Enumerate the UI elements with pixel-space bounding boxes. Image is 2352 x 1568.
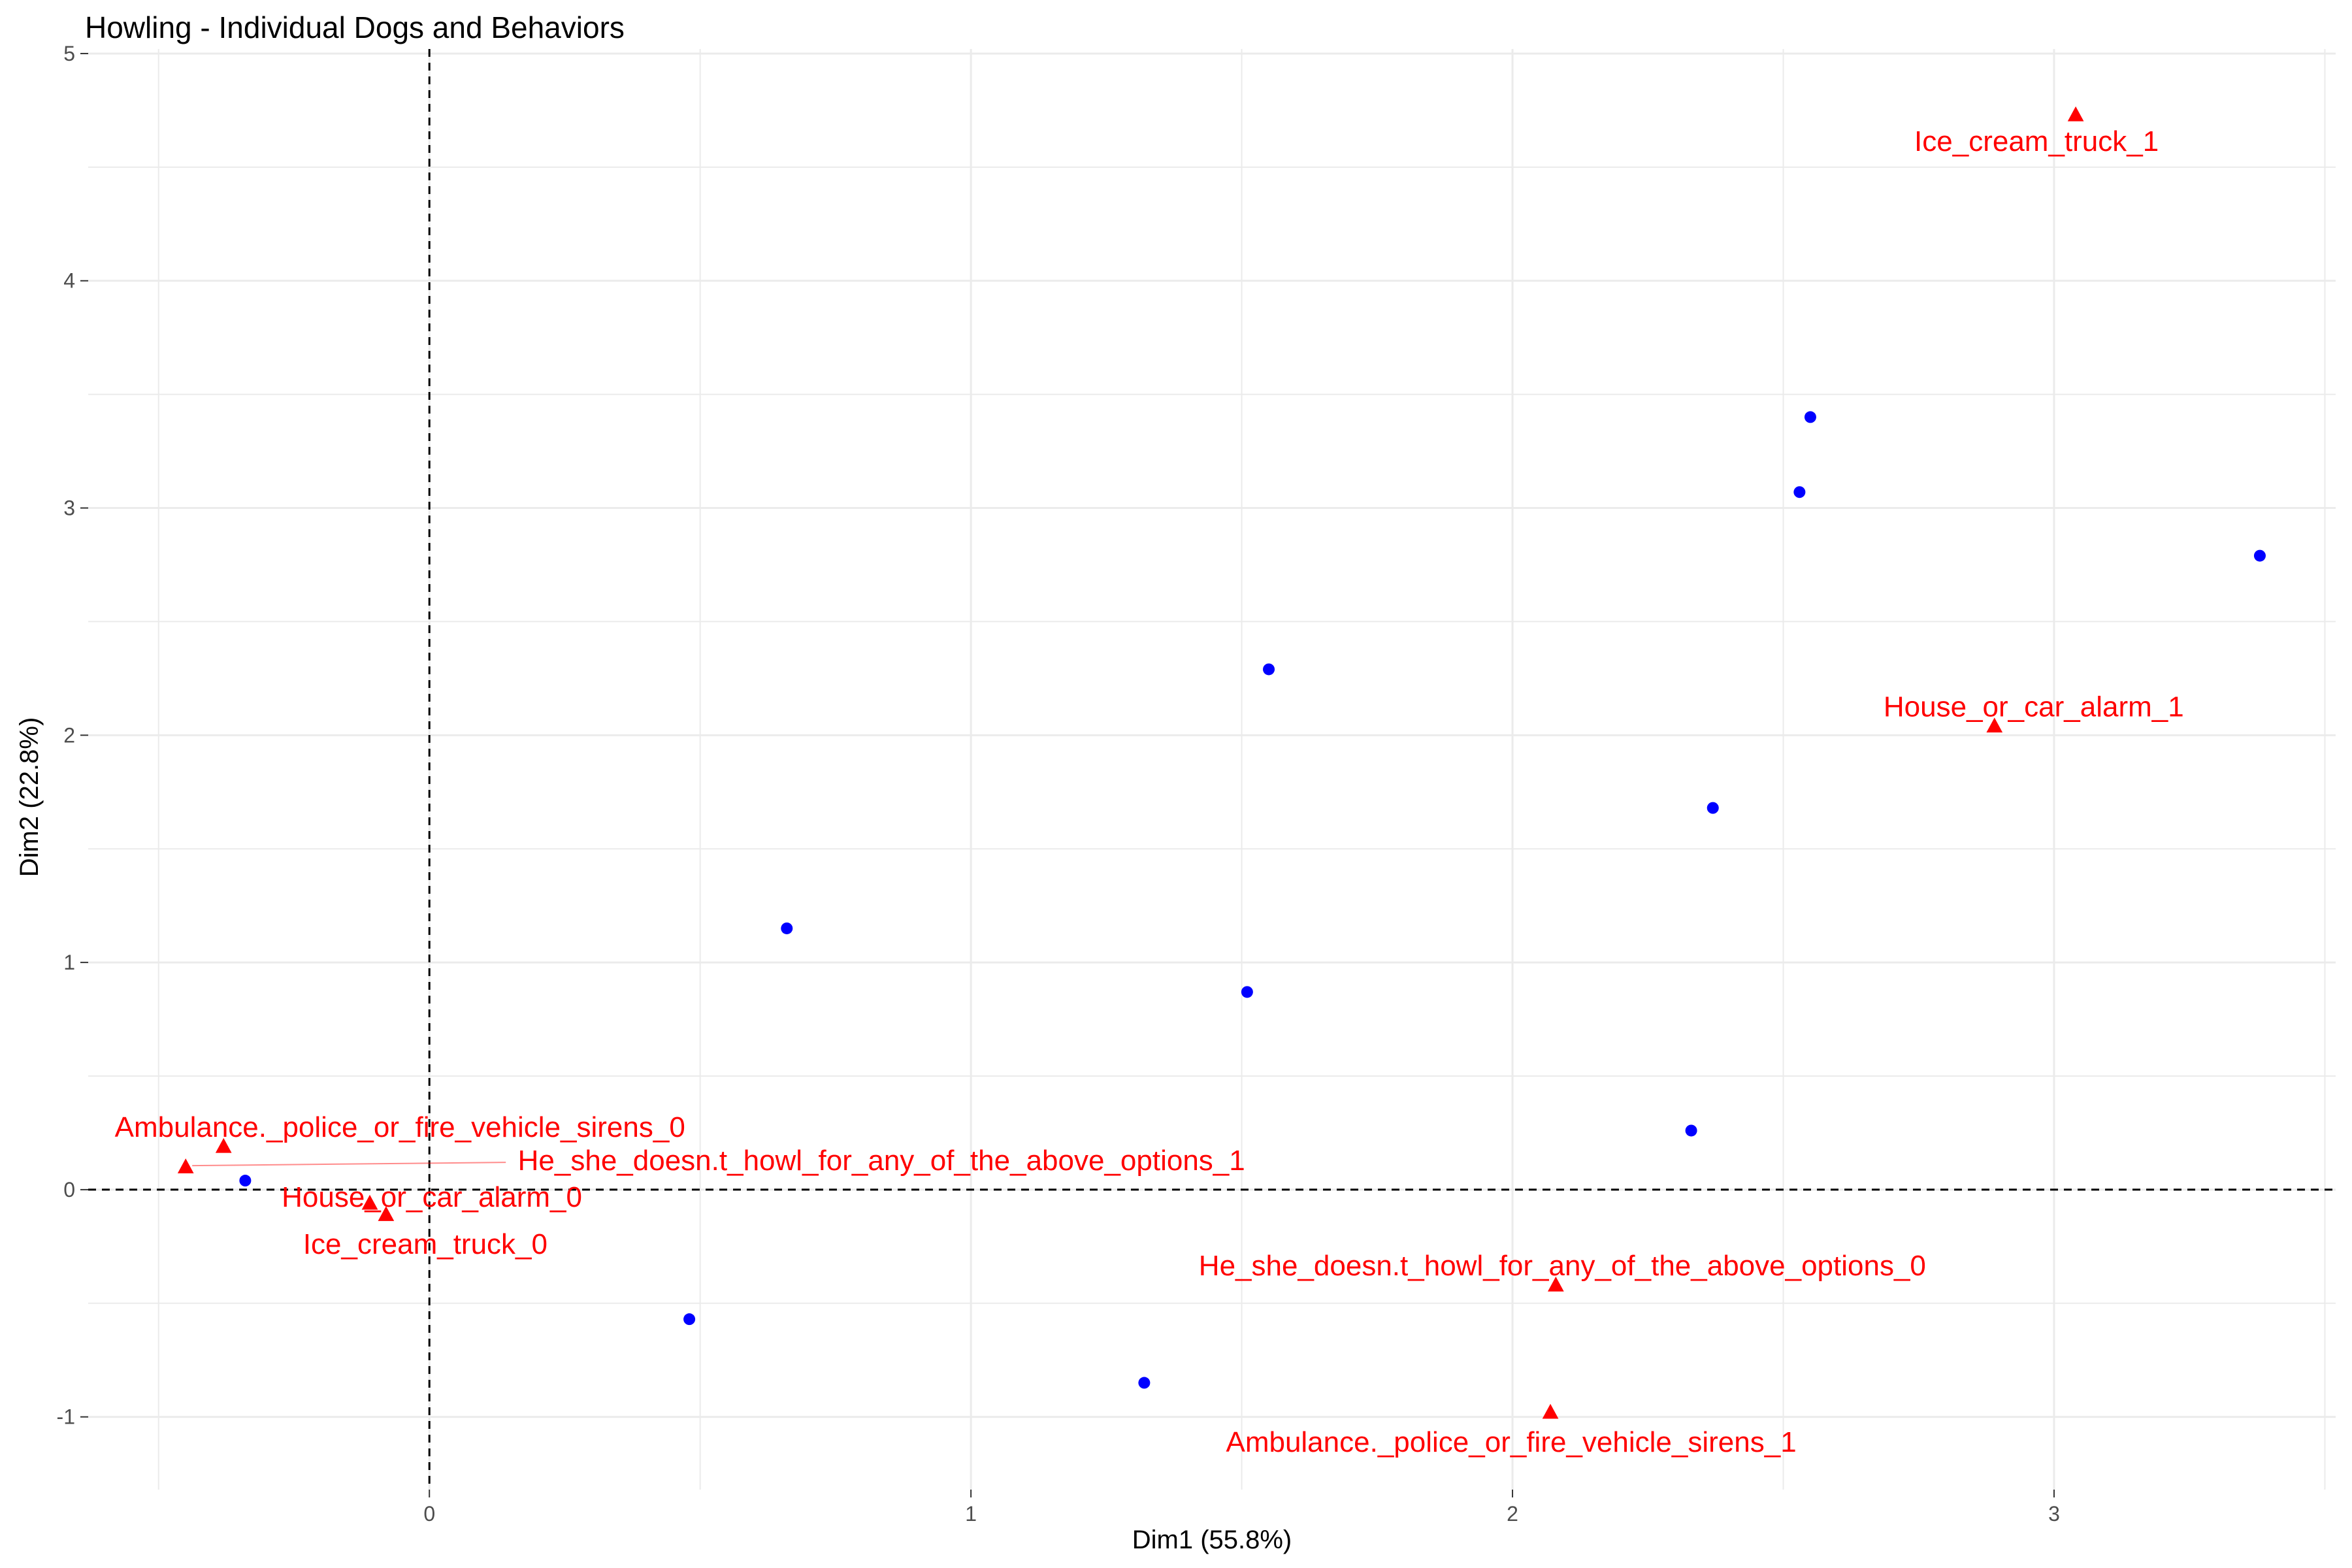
individual-point [683, 1313, 696, 1326]
x-tick-label: 0 [423, 1502, 435, 1526]
category-point [1542, 1403, 1559, 1419]
individual-point [1804, 411, 1816, 423]
individual-point [1241, 986, 1253, 998]
category-label: Ambulance._police_or_fire_vehicle_sirens… [1226, 1426, 1796, 1458]
category-labels: Ice_cream_truck_1 House_or_car_alarm_1 He_… [115, 125, 2184, 1458]
individual-points [239, 411, 2266, 1389]
individual-point [239, 1175, 252, 1187]
y-tick-label: 0 [63, 1178, 75, 1201]
category-label: House_or_car_alarm_0 [282, 1181, 582, 1213]
category-point [378, 1206, 395, 1221]
label-connector [192, 1162, 506, 1167]
category-label: House_or_car_alarm_1 [1884, 691, 2184, 723]
x-tick-label: 2 [1507, 1502, 1518, 1526]
individual-point [1707, 802, 1719, 814]
x-tick-label: 3 [2048, 1502, 2060, 1526]
category-point [1986, 717, 2003, 733]
category-label: He_she_doesn.t_howl_for_any_of_the_above… [1199, 1250, 1926, 1282]
individual-point [1793, 486, 1806, 498]
category-label: Ambulance._police_or_fire_vehicle_sirens… [115, 1111, 685, 1143]
chart-title: Howling - Individual Dogs and Behaviors [85, 10, 625, 44]
x-axis-ticks: 0 1 2 3 [423, 1490, 2060, 1526]
category-label: Ice_cream_truck_1 [1914, 125, 2159, 157]
category-point [215, 1137, 232, 1153]
individual-point [1263, 663, 1275, 676]
individual-point [1685, 1124, 1697, 1137]
minor-gridlines [88, 49, 2336, 1490]
reference-lines [88, 49, 2336, 1490]
category-point [2067, 106, 2084, 122]
x-tick-label: 1 [965, 1502, 977, 1526]
category-point [361, 1194, 378, 1210]
y-tick-label: 2 [63, 723, 75, 747]
y-tick-label: 3 [63, 497, 75, 520]
y-tick-label: 5 [63, 42, 75, 65]
y-tick-label: 1 [63, 951, 75, 974]
category-label: He_she_doesn.t_howl_for_any_of_the_above… [518, 1145, 1245, 1177]
x-axis-title: Dim1 (55.8%) [1132, 1526, 1292, 1554]
category-points [177, 106, 2084, 1419]
y-axis-ticks: -1 0 1 2 3 4 5 [57, 42, 88, 1429]
category-point [177, 1158, 194, 1173]
individual-point [2253, 549, 2266, 562]
individual-point [1138, 1377, 1151, 1389]
category-point [1548, 1276, 1564, 1292]
y-axis-title: Dim2 (22.8%) [15, 717, 44, 877]
y-tick-label: 4 [63, 269, 75, 293]
category-label: Ice_cream_truck_0 [303, 1228, 547, 1260]
y-tick-label: -1 [57, 1405, 75, 1429]
individual-point [781, 922, 793, 934]
label-connectors [192, 1162, 506, 1167]
